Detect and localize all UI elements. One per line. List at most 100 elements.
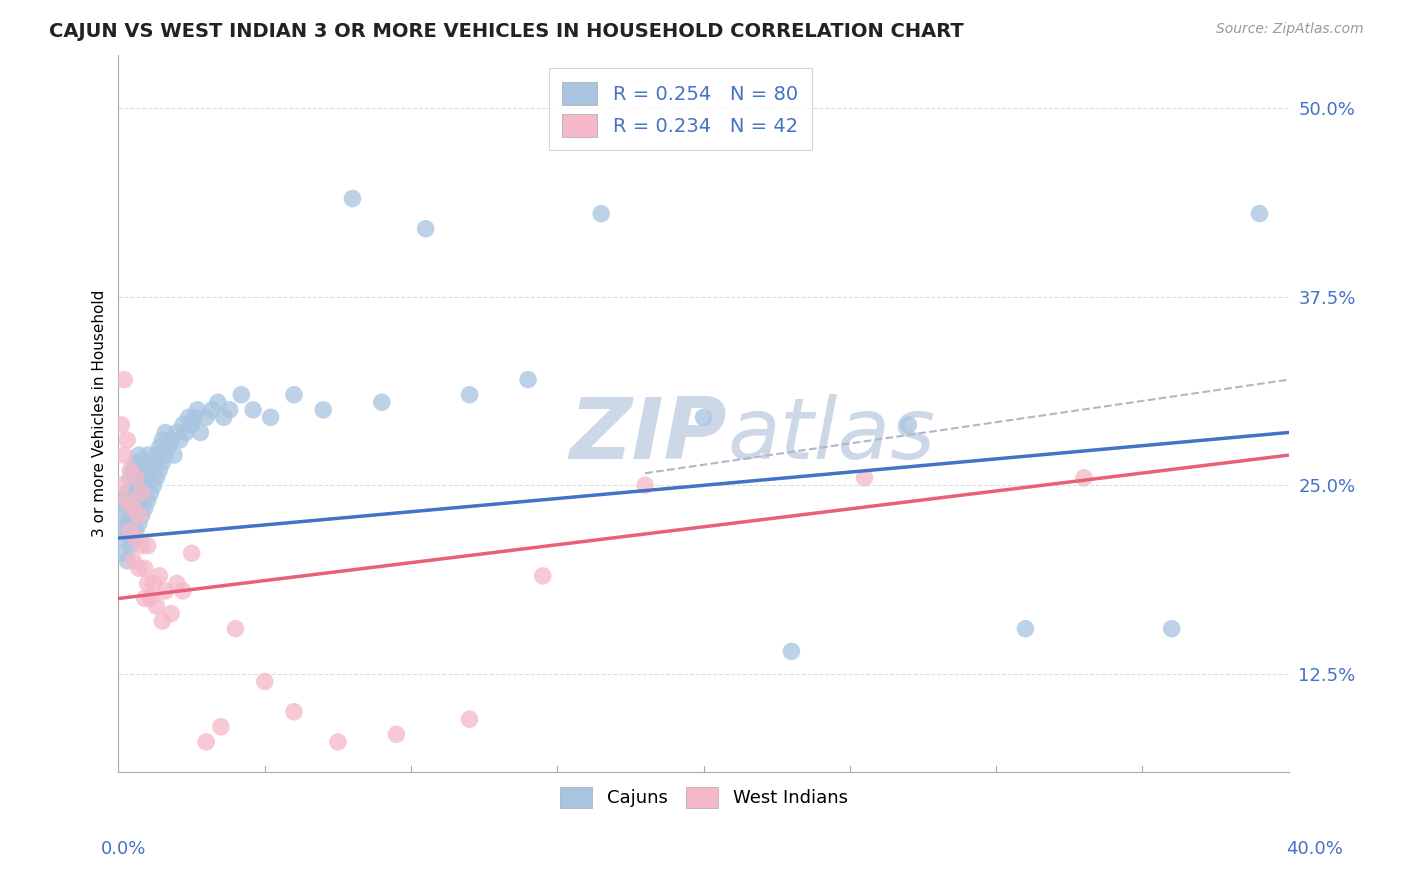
Point — [128, 448, 150, 462]
Point — [283, 705, 305, 719]
Point — [1073, 471, 1095, 485]
Point — [145, 599, 167, 613]
Point — [110, 478, 132, 492]
Point — [163, 448, 186, 462]
Point — [1014, 622, 1036, 636]
Point — [531, 569, 554, 583]
Point — [157, 441, 180, 455]
Point — [120, 471, 142, 485]
Point — [122, 531, 145, 545]
Point — [122, 508, 145, 523]
Point — [259, 410, 281, 425]
Point — [218, 402, 240, 417]
Point — [136, 448, 159, 462]
Point — [458, 712, 481, 726]
Point — [231, 388, 253, 402]
Point — [142, 456, 165, 470]
Point — [312, 402, 335, 417]
Point — [186, 402, 208, 417]
Point — [120, 463, 142, 477]
Point — [155, 425, 177, 440]
Point — [180, 417, 202, 432]
Point — [110, 508, 132, 523]
Point — [195, 410, 218, 425]
Point — [122, 554, 145, 568]
Point — [142, 576, 165, 591]
Point — [131, 486, 153, 500]
Point — [112, 373, 135, 387]
Point — [385, 727, 408, 741]
Point — [115, 433, 138, 447]
Point — [125, 524, 148, 538]
Point — [692, 410, 714, 425]
Point — [458, 388, 481, 402]
Point — [128, 561, 150, 575]
Point — [166, 576, 188, 591]
Point — [190, 425, 212, 440]
Point — [201, 402, 224, 417]
Point — [634, 478, 657, 492]
Legend: Cajuns, West Indians: Cajuns, West Indians — [551, 778, 856, 817]
Point — [517, 373, 540, 387]
Point — [136, 539, 159, 553]
Point — [122, 463, 145, 477]
Point — [110, 417, 132, 432]
Point — [120, 539, 142, 553]
Point — [136, 493, 159, 508]
Point — [174, 425, 197, 440]
Point — [1249, 206, 1271, 220]
Point — [326, 735, 349, 749]
Point — [415, 221, 437, 235]
Point — [128, 493, 150, 508]
Point — [183, 410, 205, 425]
Point — [897, 417, 920, 432]
Point — [115, 524, 138, 538]
Point — [160, 433, 183, 447]
Point — [1160, 622, 1182, 636]
Point — [112, 546, 135, 560]
Point — [139, 486, 162, 500]
Point — [172, 584, 194, 599]
Point — [155, 584, 177, 599]
Point — [122, 500, 145, 515]
Point — [150, 614, 173, 628]
Point — [115, 493, 138, 508]
Point — [342, 192, 364, 206]
Text: ZIP: ZIP — [569, 393, 727, 476]
Point — [242, 402, 264, 417]
Point — [148, 441, 170, 455]
Point — [160, 607, 183, 621]
Point — [131, 463, 153, 477]
Text: Source: ZipAtlas.com: Source: ZipAtlas.com — [1216, 22, 1364, 37]
Point — [136, 471, 159, 485]
Point — [136, 576, 159, 591]
Point — [112, 448, 135, 462]
Point — [207, 395, 229, 409]
Point — [139, 591, 162, 606]
Point — [209, 720, 232, 734]
Point — [128, 516, 150, 530]
Point — [125, 531, 148, 545]
Text: 40.0%: 40.0% — [1286, 840, 1343, 858]
Point — [172, 417, 194, 432]
Point — [134, 456, 156, 470]
Point — [128, 508, 150, 523]
Point — [591, 206, 613, 220]
Point — [177, 410, 200, 425]
Point — [120, 493, 142, 508]
Y-axis label: 3 or more Vehicles in Household: 3 or more Vehicles in Household — [93, 290, 107, 537]
Text: CAJUN VS WEST INDIAN 3 OR MORE VEHICLES IN HOUSEHOLD CORRELATION CHART: CAJUN VS WEST INDIAN 3 OR MORE VEHICLES … — [49, 22, 965, 41]
Point — [195, 735, 218, 749]
Point — [131, 508, 153, 523]
Point — [150, 456, 173, 470]
Point — [145, 448, 167, 462]
Point — [180, 546, 202, 560]
Point — [148, 463, 170, 477]
Point — [169, 433, 191, 447]
Point — [148, 569, 170, 583]
Point — [125, 478, 148, 492]
Point — [134, 561, 156, 575]
Point — [125, 500, 148, 515]
Point — [155, 448, 177, 462]
Point — [115, 486, 138, 500]
